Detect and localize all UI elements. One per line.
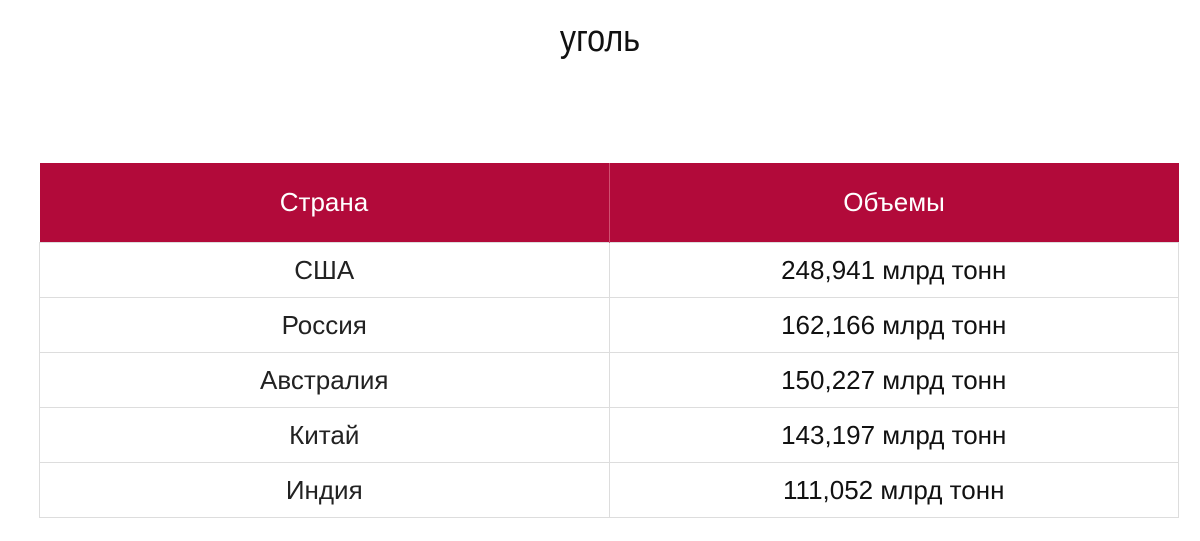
- table-row: Индия 111,052 млрд тонн: [39, 462, 1179, 518]
- table-cell: Россия: [39, 297, 610, 353]
- table-row: Австралия 150,227 млрд тонн: [39, 352, 1179, 408]
- header-cell: Страна: [39, 163, 610, 243]
- table: Страна Объемы США 248,941 млрд тонн Россия 1…: [39, 163, 1179, 518]
- table-cell: США: [39, 242, 610, 298]
- table-cell: 248,941 млрд тонн: [608, 242, 1179, 298]
- table-cell: 150,227 млрд тонн: [608, 352, 1179, 408]
- table-row: США 248,941 млрд тонн: [39, 242, 1179, 298]
- table-cell: 162,166 млрд тонн: [608, 297, 1179, 353]
- header-cell: Объемы: [609, 163, 1179, 243]
- table-body: США 248,941 млрд тонн Россия 162,166 млрд т…: [39, 242, 1179, 518]
- table-cell: Китай: [39, 407, 610, 463]
- table-row: Китай 143,197 млрд тонн: [39, 407, 1179, 463]
- table-cell: Австралия: [39, 352, 610, 408]
- title: уголь: [559, 18, 641, 60]
- table-cell: 143,197 млрд тонн: [608, 407, 1179, 463]
- table-cell: 111,052 млрд тонн: [608, 462, 1179, 518]
- header-row: Страна Объемы: [39, 163, 1179, 243]
- table-row: Россия 162,166 млрд тонн: [39, 297, 1179, 353]
- table-cell: Индия: [39, 462, 610, 518]
